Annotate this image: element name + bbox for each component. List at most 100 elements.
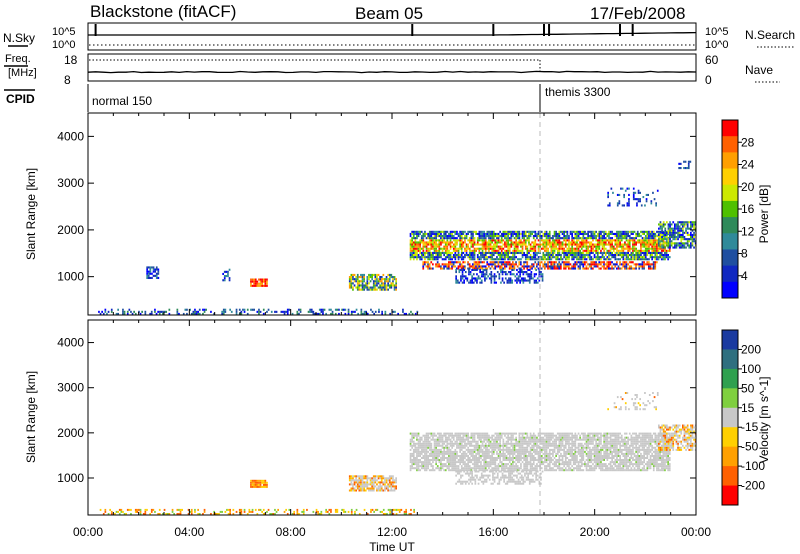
power-pixel [515, 230, 517, 233]
power-pixel [680, 238, 683, 241]
power-pixel [364, 284, 367, 287]
power-pixel [515, 237, 517, 240]
power-pixel [508, 258, 511, 261]
power-pixel [486, 261, 489, 264]
power-pixel [649, 232, 652, 235]
power-pixel [350, 286, 353, 289]
power-pixel [476, 239, 479, 242]
power-pixel [537, 261, 540, 264]
power-pixel [224, 310, 227, 313]
power-pixel [579, 243, 581, 246]
velocity-pixel [392, 489, 394, 492]
power-pixel [574, 267, 577, 270]
power-pixel [526, 267, 529, 270]
velocity-pixel [440, 457, 442, 459]
velocity-pixel [526, 465, 529, 468]
velocity-pixel [478, 434, 481, 437]
power-pixel [478, 261, 481, 264]
velocity-pixel [409, 440, 412, 443]
velocity-pixel [536, 436, 538, 439]
power-pixel [190, 312, 193, 315]
velocity-pixel [478, 450, 481, 453]
power-pixel [690, 244, 692, 247]
velocity-pixel [465, 465, 468, 468]
power-pixel [678, 233, 681, 236]
power-pixel [499, 265, 501, 268]
velocity-pixel [505, 463, 508, 466]
velocity-pixel [504, 448, 506, 451]
power-pixel [473, 258, 476, 261]
freq-tick-bottom: 8 [64, 73, 71, 87]
power-pixel [540, 273, 542, 276]
velocity-pixel [502, 448, 505, 451]
velocity-pixel [478, 448, 481, 451]
power-pixel [363, 278, 365, 281]
power-pixel [553, 232, 556, 235]
velocity-pixel [262, 513, 265, 515]
power-pixel [654, 239, 657, 242]
power-pixel [526, 254, 529, 257]
power-pixel [531, 241, 533, 244]
power-pixel [483, 247, 485, 250]
power-pixel [550, 251, 553, 254]
power-pixel [460, 249, 463, 252]
velocity-pixel [420, 450, 423, 453]
velocity-pixel [419, 438, 421, 441]
velocity-pixel [427, 461, 429, 464]
power-pixel [508, 265, 511, 268]
velocity-pixel [432, 465, 434, 468]
power-pixel [433, 235, 436, 238]
power-pixel [356, 286, 359, 289]
velocity-pixel [513, 442, 516, 445]
power-pixel [652, 245, 655, 248]
power-pixel [633, 267, 636, 270]
power-pixel [661, 225, 663, 228]
power-pixel [523, 265, 525, 268]
power-pixel [428, 237, 431, 240]
power-pixel [641, 243, 644, 246]
velocity-pixel [457, 455, 460, 457]
power-pixel [464, 247, 466, 250]
power-pixel [540, 275, 542, 278]
power-pixel [593, 261, 596, 264]
power-pixel [258, 308, 260, 311]
power-pixel [582, 249, 585, 252]
velocity-pixel [411, 455, 413, 457]
power-pixel [495, 281, 497, 284]
power-pixel [456, 232, 458, 235]
velocity-pixel [504, 455, 506, 457]
power-pixel [644, 263, 647, 266]
velocity-pixel [449, 469, 452, 472]
velocity-pixel [424, 459, 426, 461]
power-pixel [569, 243, 572, 246]
power-pixel [544, 232, 546, 235]
power-pixel [448, 232, 450, 235]
velocity-pixel [491, 457, 493, 459]
power-pixel [645, 198, 648, 201]
power-pixel [432, 245, 434, 248]
velocity-pixel [258, 508, 260, 511]
power-pixel [632, 230, 634, 233]
power-pixel [372, 280, 375, 283]
power-pixel [659, 254, 661, 257]
power-pixel [568, 247, 570, 250]
velocity-pixel [515, 438, 517, 441]
power-pixel [460, 239, 463, 242]
power-pixel [496, 256, 498, 259]
velocity-pixel [412, 436, 415, 439]
velocity-pixel [523, 455, 525, 457]
velocity-pixel [427, 444, 429, 447]
velocity-pixel [521, 452, 524, 455]
power-pixel [641, 230, 644, 233]
velocity-pixel [379, 483, 381, 486]
power-pixel [461, 268, 464, 271]
velocity-pixel [516, 450, 519, 453]
velocity-pixel [488, 452, 490, 455]
power-pixel [651, 243, 653, 246]
power-pixel [491, 239, 493, 242]
velocity-pixel [476, 459, 479, 461]
power-pixel [627, 243, 629, 246]
power-pixel [564, 245, 567, 248]
velocity-pixel [440, 463, 442, 466]
power-pixel [444, 247, 447, 250]
